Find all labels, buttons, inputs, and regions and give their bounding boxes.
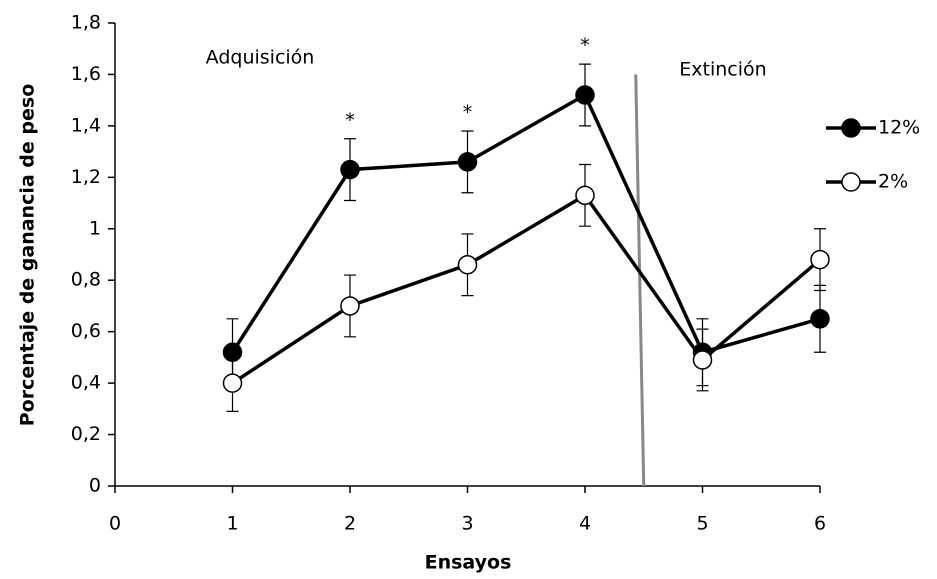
y-tick-label: 0,8 [71,269,101,291]
legend-marker [841,172,861,192]
x-tick-label: 3 [461,513,473,535]
marker [340,159,360,180]
x-tick-label: 1 [226,513,238,535]
legend-label: 2% [878,171,908,193]
legend-marker [841,118,861,138]
series-line [231,193,822,385]
marker [575,85,595,105]
significance-mark: * [580,35,590,57]
y-tick-label: 1,4 [71,114,101,136]
marker [457,152,478,172]
y-axis-label: Porcentaje de ganancia de peso [17,84,39,427]
legend-label: 12% [878,117,920,139]
x-axis-label: Ensayos [425,552,512,574]
y-tick-label: 0,6 [71,320,101,342]
phase-label: Extinción [679,59,766,81]
phase-divider [634,74,646,487]
x-tick-label: 0 [109,513,121,535]
x-tick-label: 2 [344,513,356,535]
marker [810,249,830,270]
marker [222,342,243,362]
x-tick-label: 5 [696,513,708,535]
y-tick-label: 1,6 [71,63,101,85]
phase-label: Adquisición [206,47,315,69]
y-tick-label: 1 [89,217,101,239]
marker [692,350,713,370]
x-tick-label: 6 [814,513,826,535]
x-tick-label: 4 [579,513,591,535]
y-tick-label: 1,2 [71,166,101,188]
marker [575,185,595,206]
marker [810,309,830,329]
marker [222,373,243,393]
y-tick-label: 0,2 [71,423,101,445]
y-tick-label: 0 [89,475,101,497]
y-tick-label: 1,8 [71,12,101,34]
series-line [231,92,821,355]
marker [457,255,478,275]
significance-mark: * [345,109,355,131]
marker [340,296,360,316]
significance-mark: * [463,102,473,124]
y-tick-label: 0,4 [71,372,101,394]
